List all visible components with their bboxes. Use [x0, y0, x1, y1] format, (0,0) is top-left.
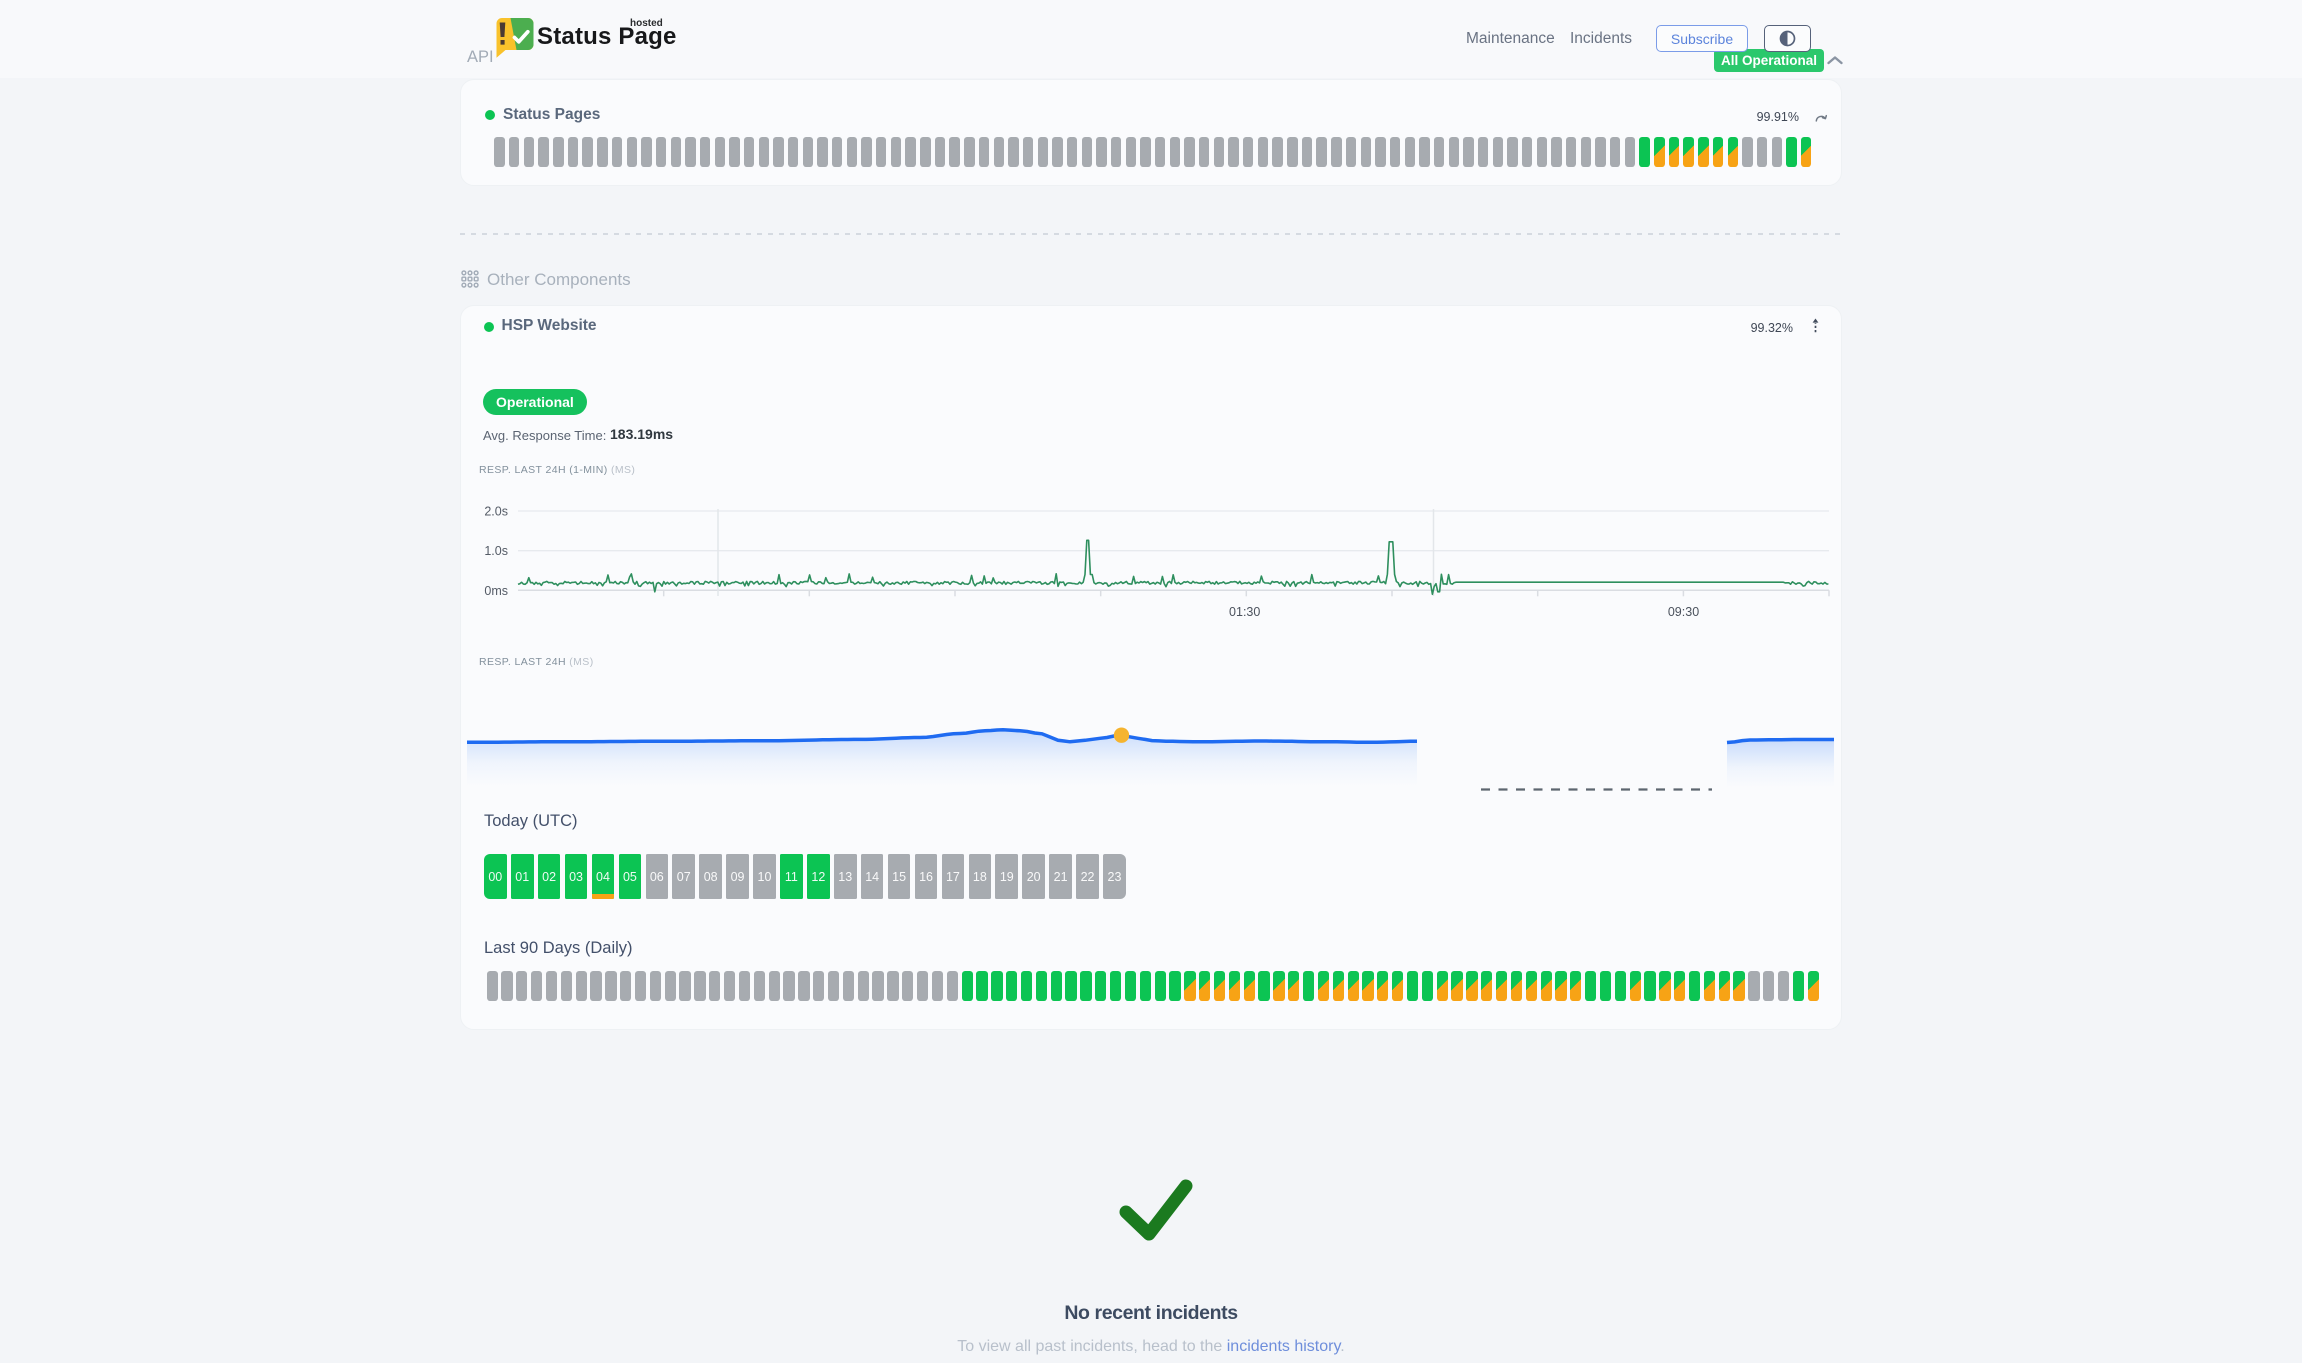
svg-text:01:30: 01:30	[1229, 605, 1260, 619]
svg-text:0ms: 0ms	[484, 584, 508, 598]
svg-text:09:30: 09:30	[1668, 605, 1699, 619]
svg-text:1.0s: 1.0s	[484, 544, 508, 558]
svg-text:2.0s: 2.0s	[484, 505, 508, 519]
